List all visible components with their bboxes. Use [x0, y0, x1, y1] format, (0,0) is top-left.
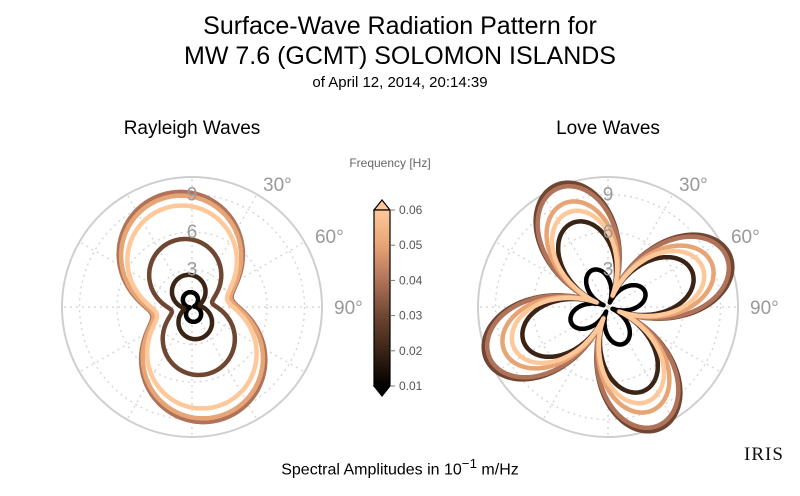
- love-spoke-300: [495, 241, 609, 308]
- colorbar-tick-0.03: 0.03: [399, 309, 423, 323]
- page-subtitle: of April 12, 2014, 20:14:39: [312, 74, 488, 91]
- page-title-line2: MW 7.6 (GCMT) SOLOMON ISLANDS: [184, 42, 616, 70]
- love-angle-tick-90: 90°: [750, 298, 779, 319]
- love-ring-3: [494, 193, 722, 421]
- love-spoke-210: [542, 306, 609, 420]
- iris-logo: IRIS: [744, 444, 784, 465]
- love-angle-tick-30: 30°: [679, 175, 708, 196]
- page-title-line1: Surface-Wave Radiation Pattern for: [203, 12, 597, 40]
- rayleigh-spoke-300: [79, 241, 193, 308]
- rayleigh-spoke-30: [191, 194, 258, 308]
- colorbar: [373, 209, 391, 387]
- caption-prefix: Spectral Amplitudes in: [281, 461, 444, 479]
- colorbar-tick-0.02: 0.02: [399, 344, 423, 358]
- love-spoke-120: [607, 306, 721, 373]
- caption-power-exponent: −1: [461, 456, 477, 471]
- caption-suffix: m/Hz: [476, 461, 519, 479]
- rayleigh-series-0.02: [169, 272, 215, 342]
- love-angle-tick-60: 60°: [731, 227, 760, 248]
- rayleigh-angle-tick-30: 30°: [263, 175, 292, 196]
- love-spoke-30: [607, 194, 674, 308]
- rayleigh-series-0.06: [125, 203, 259, 411]
- rayleigh-series-0.01: [180, 289, 204, 325]
- love-radial-tick-9: 9: [603, 185, 614, 206]
- colorbar-top-arrow: [372, 199, 392, 211]
- love-panel-title: Love Waves: [556, 118, 660, 139]
- rayleigh-spoke-240: [79, 306, 193, 373]
- rayleigh-series-0.03: [146, 236, 238, 378]
- colorbar-title: Frequency [Hz]: [349, 156, 431, 170]
- colorbar-tick-0.06: 0.06: [399, 203, 423, 217]
- colorbar-bottom-arrow: [372, 385, 392, 397]
- rayleigh-angle-tick-90: 90°: [334, 298, 363, 319]
- caption-power-base: 10: [443, 461, 462, 479]
- rayleigh-spoke-210: [126, 306, 193, 420]
- amplitude-caption: Spectral Amplitudes in 10−1 m/Hz: [0, 456, 800, 479]
- colorbar-tick-0.04: 0.04: [399, 273, 423, 287]
- rayleigh-angle-tick-60: 60°: [315, 227, 344, 248]
- love-series-0.06: [509, 208, 707, 406]
- rayleigh-panel-title: Rayleigh Waves: [123, 118, 261, 139]
- love-radial-tick-6: 6: [603, 222, 614, 243]
- rayleigh-series-0.05: [118, 193, 266, 421]
- rayleigh-spoke-60: [191, 241, 305, 308]
- love-radial-tick-3: 3: [603, 260, 614, 281]
- rayleigh-spoke-120: [191, 306, 305, 373]
- rayleigh-radial-tick-9: 9: [187, 185, 198, 206]
- rayleigh-ring-2: [116, 231, 268, 383]
- rayleigh-radial-tick-6: 6: [187, 222, 198, 243]
- colorbar-tick-0.05: 0.05: [399, 238, 423, 252]
- rayleigh-radial-tick-3: 3: [187, 260, 198, 281]
- colorbar-tick-0.01: 0.01: [399, 379, 423, 393]
